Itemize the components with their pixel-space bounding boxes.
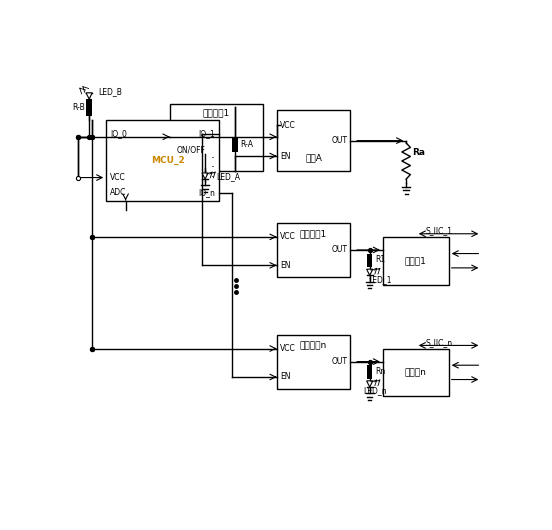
- Text: IO_1: IO_1: [198, 129, 215, 138]
- Text: 芯片A: 芯片A: [305, 153, 322, 162]
- Text: VCC: VCC: [280, 121, 295, 130]
- Text: EN: EN: [280, 261, 290, 270]
- Text: Ra: Ra: [412, 148, 426, 157]
- Text: OUT: OUT: [331, 245, 347, 254]
- Text: 电子开关1: 电子开关1: [203, 108, 230, 117]
- Text: S_IIC_1: S_IIC_1: [425, 226, 452, 235]
- Bar: [383, 349, 449, 396]
- Bar: [170, 104, 263, 171]
- Text: MCU_2: MCU_2: [151, 156, 185, 165]
- Bar: [106, 120, 219, 201]
- Bar: [87, 99, 92, 116]
- Text: LED_1: LED_1: [368, 275, 392, 284]
- Text: ON/OFF: ON/OFF: [177, 145, 206, 154]
- Text: R1: R1: [375, 255, 385, 264]
- Text: EN: EN: [280, 152, 290, 161]
- Text: LED_A: LED_A: [217, 172, 241, 181]
- Polygon shape: [86, 93, 92, 99]
- Text: 降压芯片1: 降压芯片1: [300, 229, 327, 239]
- Text: VCC: VCC: [280, 232, 295, 241]
- Text: OUT: OUT: [331, 357, 347, 366]
- Text: ADC: ADC: [110, 189, 126, 198]
- Polygon shape: [202, 173, 208, 179]
- Bar: [277, 110, 351, 171]
- Text: OUT: OUT: [331, 136, 347, 145]
- Text: LED_B: LED_B: [98, 87, 123, 96]
- Text: IO_0: IO_0: [110, 129, 127, 138]
- Text: 光模块1: 光模块1: [405, 256, 427, 265]
- Text: R-B: R-B: [72, 103, 85, 112]
- Bar: [232, 137, 237, 152]
- Text: 降压芯片n: 降压芯片n: [300, 341, 327, 350]
- Text: R-A: R-A: [240, 140, 253, 149]
- Text: 光模块n: 光模块n: [405, 368, 427, 377]
- Text: VCC: VCC: [280, 344, 295, 353]
- Text: Rn: Rn: [375, 367, 385, 376]
- Text: ·: ·: [211, 162, 215, 174]
- Bar: [383, 237, 449, 285]
- Bar: [367, 254, 373, 267]
- Bar: [277, 334, 351, 388]
- Text: VCC: VCC: [110, 173, 126, 182]
- Bar: [277, 223, 351, 277]
- Bar: [367, 366, 373, 378]
- Text: ·: ·: [211, 152, 215, 165]
- Text: IO_n: IO_n: [198, 189, 215, 198]
- Polygon shape: [367, 381, 373, 387]
- Text: S_IIC_n: S_IIC_n: [425, 338, 452, 347]
- Text: ·: ·: [211, 171, 215, 184]
- Polygon shape: [367, 269, 373, 276]
- Text: LED_n: LED_n: [364, 386, 387, 395]
- Text: EN: EN: [280, 373, 290, 382]
